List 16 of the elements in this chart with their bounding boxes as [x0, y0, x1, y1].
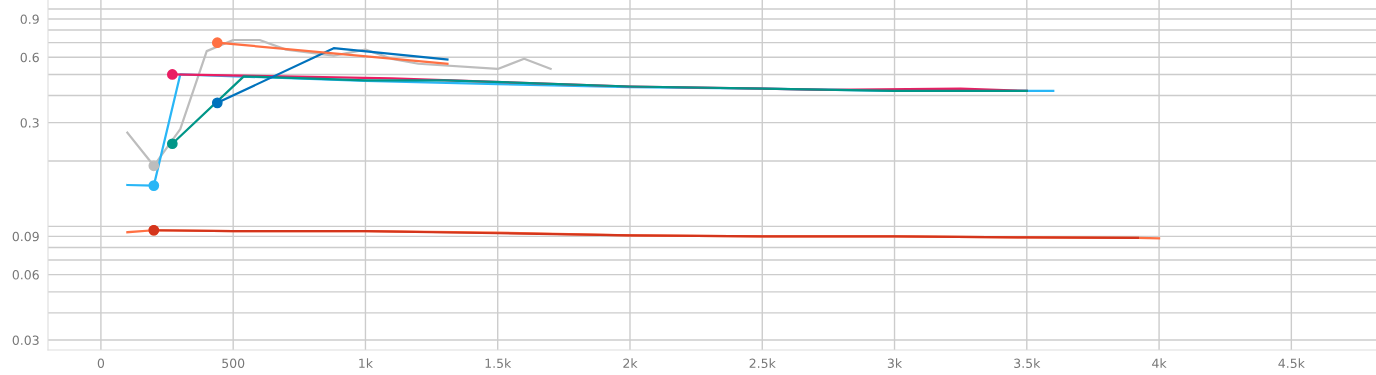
- x-tick-label: 2k: [623, 358, 638, 368]
- x-tick-label: 3.5k: [1014, 358, 1041, 369]
- x-tick-label: 3k: [887, 358, 903, 369]
- y-tick-label: 0.06: [12, 270, 39, 280]
- x-tick-label: 1k: [359, 358, 374, 368]
- y-tick-label: 0.9: [20, 14, 39, 24]
- x-tick-label: 0: [97, 358, 105, 369]
- x-tick-label: 4.5k: [1278, 358, 1305, 369]
- x-tick-label: 2.5k: [749, 358, 776, 369]
- x-tick-label: 1.5k: [485, 358, 512, 369]
- y-tick-label: 0.3: [20, 118, 39, 128]
- y-tick-label: 0.03: [12, 335, 39, 345]
- y-tick-label: 0.6: [20, 52, 39, 63]
- x-tick-label: 4k: [1152, 358, 1167, 368]
- x-tick-label: 500: [222, 358, 245, 369]
- y-tick-label: 0.09: [12, 231, 39, 242]
